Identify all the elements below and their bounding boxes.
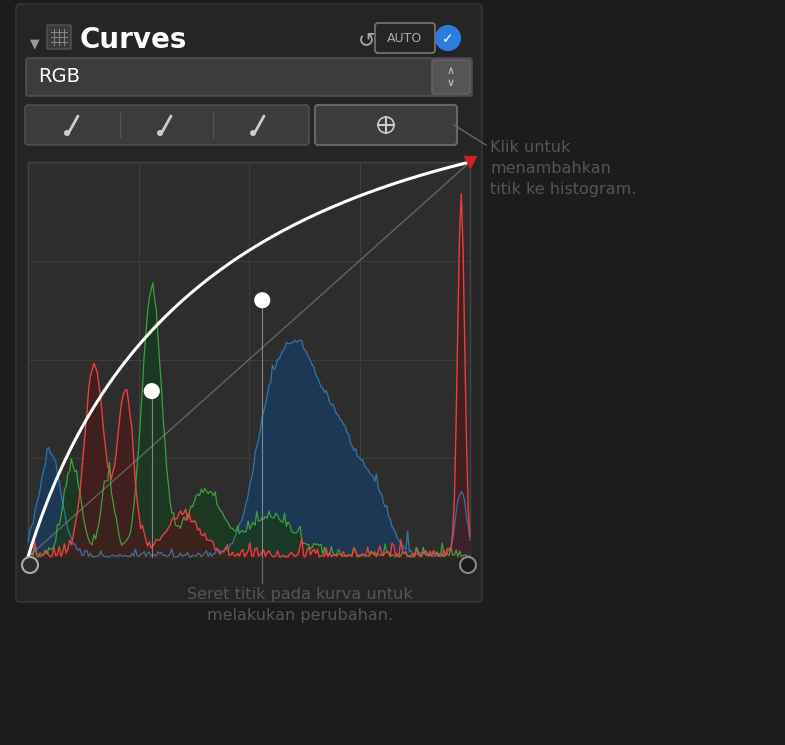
Circle shape xyxy=(157,130,163,136)
Text: AUTO: AUTO xyxy=(387,33,422,45)
Text: ▼: ▼ xyxy=(30,37,39,51)
FancyBboxPatch shape xyxy=(26,58,472,96)
FancyBboxPatch shape xyxy=(25,105,309,145)
FancyBboxPatch shape xyxy=(47,25,71,49)
FancyBboxPatch shape xyxy=(16,4,482,602)
FancyBboxPatch shape xyxy=(432,60,470,94)
Circle shape xyxy=(22,557,38,573)
FancyBboxPatch shape xyxy=(28,162,470,557)
FancyBboxPatch shape xyxy=(315,105,457,145)
Circle shape xyxy=(144,384,159,398)
Text: Curves: Curves xyxy=(80,26,188,54)
Text: Seret titik pada kurva untuk
melakukan perubahan.: Seret titik pada kurva untuk melakukan p… xyxy=(187,587,413,623)
Text: ∧: ∧ xyxy=(447,66,455,76)
Circle shape xyxy=(250,130,256,136)
Text: Klik untuk
menambahkan
titik ke histogram.: Klik untuk menambahkan titik ke histogra… xyxy=(490,140,637,197)
Circle shape xyxy=(64,130,70,136)
Text: ∨: ∨ xyxy=(447,78,455,88)
Text: ↺: ↺ xyxy=(358,30,375,50)
Text: ✓: ✓ xyxy=(442,32,454,46)
Circle shape xyxy=(255,294,269,307)
Circle shape xyxy=(435,25,461,51)
Circle shape xyxy=(460,557,476,573)
Text: RGB: RGB xyxy=(38,68,80,86)
